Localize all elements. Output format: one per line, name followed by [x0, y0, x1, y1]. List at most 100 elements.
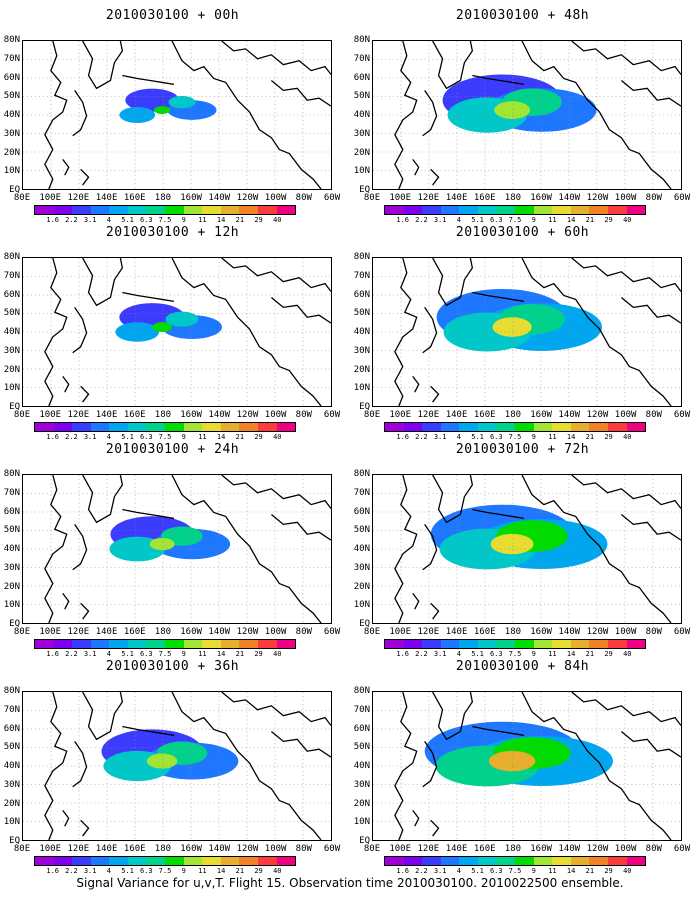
latitude-label: 80N	[353, 686, 370, 696]
coastline	[430, 168, 440, 186]
longitude-label: 100W	[264, 410, 287, 420]
colorbar-tick-label: 4	[456, 216, 461, 224]
colorbar-tick-label: 11	[548, 650, 557, 658]
longitude-label: 180	[154, 193, 172, 203]
colorbar-tick-label: 3.1	[433, 650, 447, 658]
coastline	[80, 819, 90, 837]
colorbar-swatch	[552, 640, 571, 648]
colorbar-swatch	[533, 423, 553, 431]
latitude-label: 20N	[353, 364, 370, 375]
latitude-label: 20N	[353, 581, 370, 592]
latitude-label: 40N	[353, 761, 370, 771]
variance-contour	[115, 322, 160, 342]
longitude-label: 140E	[95, 410, 118, 420]
coastline	[432, 475, 474, 524]
colorbar-tick-label: 2.2	[65, 216, 78, 224]
colorbar-tick-label: 40	[623, 650, 632, 658]
colorbar-swatch	[496, 857, 516, 865]
colorbar-tick-label: 11	[548, 216, 557, 224]
coastline	[620, 730, 681, 758]
coastline	[472, 291, 525, 303]
colorbar-tick-label: 3.1	[83, 216, 97, 224]
colorbar-swatch	[90, 640, 110, 648]
longitude-label: 100E	[39, 410, 62, 420]
coastline	[221, 475, 331, 509]
colorbar-tick-label: 9	[531, 216, 536, 224]
latitude-label: 60N	[353, 723, 370, 734]
colorbar-tick-label: 2.2	[415, 433, 428, 441]
longitude-label: 120E	[67, 844, 90, 854]
figure-caption: Signal Variance for u,v,T. Flight 15. Ob…	[76, 876, 624, 890]
colorbar-swatch	[589, 423, 608, 431]
variance-contour	[488, 750, 536, 772]
latitude-label: 20N	[3, 581, 20, 592]
latitude-label: 50N	[353, 525, 370, 536]
colorbar-swatch	[477, 857, 497, 865]
colorbar-tick-label: 6.3	[489, 867, 503, 875]
colorbar-swatch	[570, 423, 590, 431]
colorbar-swatch	[109, 857, 128, 865]
longitude-label: 80W	[295, 410, 312, 420]
latitude-label: 30N	[3, 345, 20, 356]
longitude-label: 100E	[39, 193, 62, 203]
longitude-label: 100W	[614, 410, 637, 420]
longitude-label: 140W	[558, 844, 581, 854]
longitude-label: 140E	[445, 410, 468, 420]
colorbar-tick-label: 3.1	[83, 650, 97, 658]
colorbar-swatch	[607, 423, 627, 431]
colorbar-tick-label: 6.3	[489, 650, 503, 658]
coastline	[571, 692, 681, 726]
variance-contour	[165, 311, 199, 327]
colorbar-tick-label: 14	[216, 650, 226, 658]
coastline	[394, 475, 418, 623]
coastline	[44, 475, 68, 623]
latitude-label: 40N	[3, 327, 20, 337]
colorbar-swatch	[459, 206, 478, 214]
colorbar-tick-label: 11	[198, 433, 207, 441]
longitude-label: 180	[154, 627, 172, 637]
coastline	[82, 41, 124, 90]
variance-contour	[168, 95, 196, 109]
colorbar-swatch	[146, 206, 166, 214]
colorbar	[34, 422, 296, 432]
coastline	[62, 376, 70, 393]
longitude-label: 160E	[123, 844, 146, 854]
latitude-label: 20N	[353, 147, 370, 158]
colorbar-tick-label: 40	[623, 867, 632, 875]
coastline	[521, 475, 672, 623]
longitude-label: 120E	[417, 410, 440, 420]
colorbar	[384, 856, 646, 866]
longitude-label: 180	[154, 410, 172, 420]
longitude-label: 120W	[586, 193, 609, 203]
latitude-label: 70N	[353, 704, 370, 715]
colorbar-swatch	[477, 206, 497, 214]
colorbar-swatch	[109, 640, 128, 648]
variance-contour	[146, 753, 178, 769]
colorbar-tick-label: 14	[216, 867, 226, 875]
latitude-label: 20N	[353, 798, 370, 809]
latitude-label: 80N	[353, 252, 370, 262]
colorbar-labels: 1.6 2.2 3.1 4 5.1 6.3 7.5 9 11 14 21 29 40	[384, 433, 646, 443]
colorbar	[384, 205, 646, 215]
longitude-label: 180	[504, 410, 522, 420]
coastline	[80, 602, 90, 620]
colorbar-swatch	[440, 206, 460, 214]
coastline	[412, 810, 420, 827]
colorbar-tick-label: 7.5	[158, 433, 172, 441]
colorbar-tick-label: 7.5	[508, 650, 522, 658]
latitude-label: 60N	[3, 289, 20, 300]
latitude-label: EQ	[9, 619, 20, 629]
longitude-label: 80E	[363, 844, 381, 854]
longitude-label: 120W	[586, 627, 609, 637]
colorbar-swatch	[220, 206, 240, 214]
latitude-label: EQ	[9, 185, 20, 195]
colorbar-swatch	[459, 423, 478, 431]
colorbar-tick-label: 6.3	[139, 650, 153, 658]
colorbar-tick-label: 29	[254, 216, 263, 224]
longitude-label: 160E	[123, 410, 146, 420]
latitude-label: 10N	[3, 817, 20, 828]
coastline	[422, 89, 438, 137]
colorbar-swatch	[607, 206, 627, 214]
colorbar-swatch	[552, 857, 571, 865]
panel-title: 2010030100 + 36h	[105, 659, 240, 674]
